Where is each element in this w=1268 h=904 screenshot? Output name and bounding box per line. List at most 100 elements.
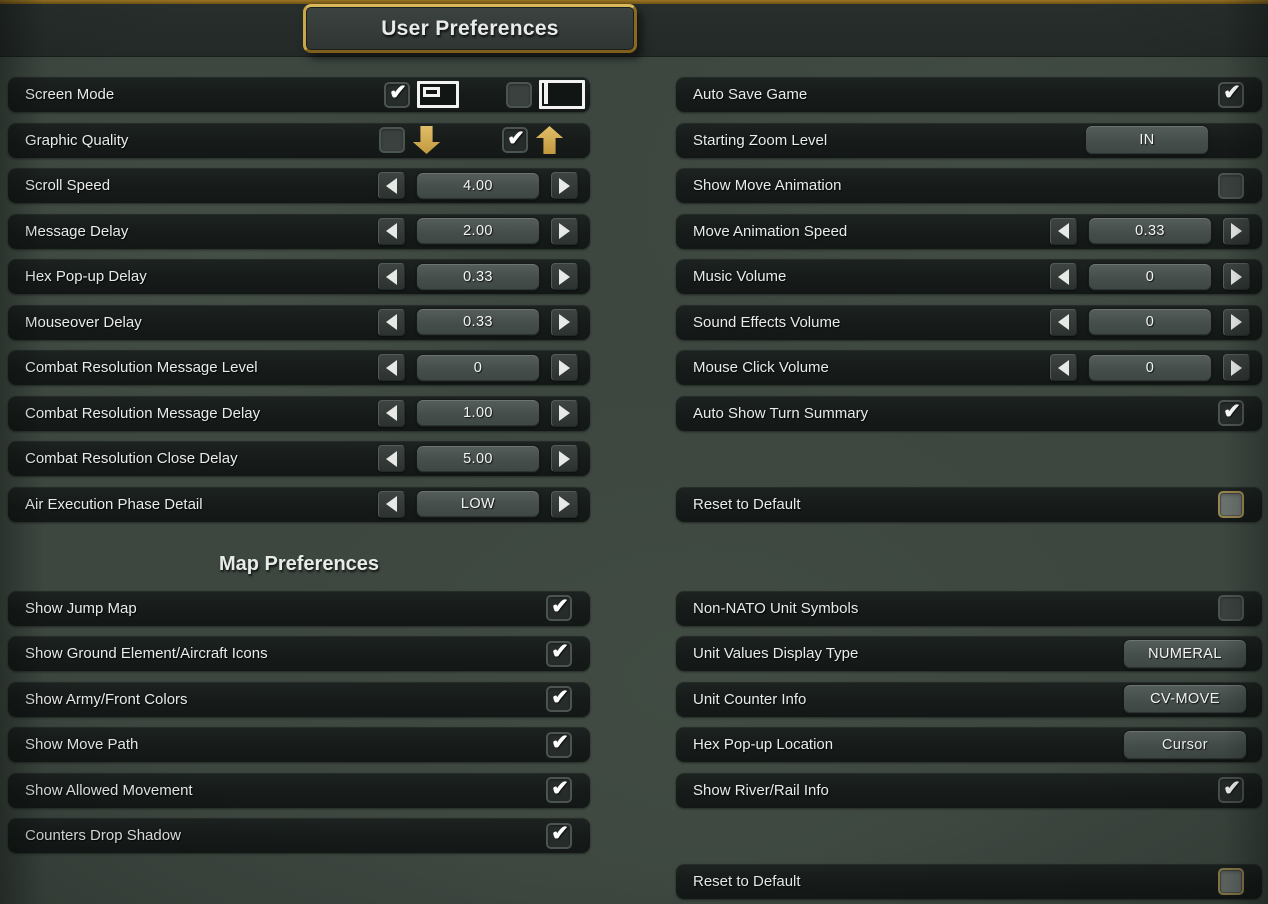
row-show-move-animation: Show Move Animation — [676, 168, 1262, 203]
spinner-decrement-button[interactable] — [378, 399, 405, 427]
row-controls: 0 — [378, 353, 590, 382]
left-column: Screen Mode ✔ Graphic Quality ✔ Scroll Speed… — [8, 77, 590, 853]
checkbox[interactable]: ✔ — [1218, 777, 1244, 803]
row-combat-resolution-close-delay: Combat Resolution Close Delay 5.00 — [8, 441, 590, 476]
row-label: Hex Pop-up Location — [693, 736, 834, 753]
top-accent-line — [0, 0, 1268, 4]
spinner-value: 1.00 — [416, 399, 540, 427]
reset-checkbox[interactable] — [1218, 490, 1244, 518]
checkbox[interactable]: ✔ — [502, 127, 528, 153]
unit-values-display-type-button[interactable]: NUMERAL — [1123, 638, 1247, 669]
reset-checkbox[interactable] — [1218, 867, 1244, 895]
spinner-decrement-button[interactable] — [378, 217, 405, 245]
right-column: Auto Save Game ✔ Starting Zoom Level IN Show… — [676, 77, 1262, 899]
spinner-increment-button[interactable] — [551, 399, 578, 427]
spinner-value: 0 — [1088, 308, 1212, 336]
check-icon: ✔ — [551, 685, 569, 709]
checkbox[interactable]: ✔ — [546, 822, 572, 849]
arrow-down-icon — [412, 126, 441, 154]
spinner-value: 0.33 — [416, 262, 540, 291]
spinner-increment-button[interactable] — [551, 172, 578, 199]
spinner-decrement-button[interactable] — [378, 354, 405, 381]
spinner-increment-button[interactable] — [1223, 217, 1250, 245]
row-label: Show Army/Front Colors — [25, 690, 188, 708]
row-controls: ✔ — [546, 595, 590, 621]
page-title: User Preferences — [303, 4, 637, 53]
row-graphic-quality: Graphic Quality ✔ — [8, 122, 590, 158]
arrow-left-icon — [386, 314, 397, 330]
row-controls — [1218, 172, 1262, 199]
row-message-delay: Message Delay 2.00 — [8, 213, 590, 249]
spinner-increment-button[interactable] — [551, 445, 578, 472]
row-label: Move Animation Speed — [693, 222, 848, 240]
arrow-left-icon — [386, 405, 397, 421]
spinner-decrement-button[interactable] — [378, 445, 405, 472]
row-controls — [1218, 490, 1262, 518]
spinner-decrement-button[interactable] — [1050, 263, 1077, 290]
spinner-increment-button[interactable] — [551, 308, 578, 336]
row-screen-mode: Screen Mode ✔ — [8, 77, 590, 112]
checkbox[interactable] — [1218, 172, 1244, 199]
spinner-increment-button[interactable] — [551, 263, 578, 290]
checkbox[interactable]: ✔ — [546, 777, 572, 803]
spinner-decrement-button[interactable] — [1050, 354, 1077, 381]
page-title-label: User Preferences — [381, 16, 559, 40]
hex-pop-up-location-button[interactable]: Cursor — [1123, 729, 1247, 760]
row-label: Non-NATO Unit Symbols — [693, 599, 859, 617]
row-unit-values-display-type: Unit Values Display Type NUMERAL — [676, 636, 1262, 671]
spinner-decrement-button[interactable] — [1050, 217, 1077, 245]
checkbox[interactable]: ✔ — [546, 595, 572, 621]
spacer — [676, 818, 1262, 853]
row-unit-counter-info: Unit Counter Info CV-MOVE — [676, 681, 1262, 717]
spinner-decrement-button[interactable] — [378, 490, 405, 518]
spacer — [676, 532, 1262, 580]
arrow-left-icon — [386, 177, 397, 194]
checkbox[interactable]: ✔ — [384, 81, 410, 108]
row-air-execution-phase-detail: Air Execution Phase Detail LOW — [8, 486, 590, 522]
checkbox[interactable]: ✔ — [546, 640, 572, 667]
row-label: Counters Drop Shadow — [25, 827, 181, 844]
spinner-decrement-button[interactable] — [1050, 308, 1077, 336]
spinner-increment-button[interactable] — [551, 490, 578, 518]
spinner-increment-button[interactable] — [551, 354, 578, 381]
starting-zoom-level-button[interactable]: IN — [1085, 125, 1209, 155]
checkbox[interactable]: ✔ — [546, 686, 572, 712]
spinner-decrement-button[interactable] — [378, 308, 405, 336]
row-label: Screen Mode — [25, 86, 115, 103]
row-counters-drop-shadow: Counters Drop Shadow ✔ — [8, 818, 590, 853]
row-hex-pop-up-delay: Hex Pop-up Delay 0.33 — [8, 259, 590, 294]
row-label: Reset to Default — [693, 872, 801, 890]
checkbox[interactable]: ✔ — [546, 731, 572, 758]
spinner-decrement-button[interactable] — [378, 263, 405, 290]
spinner-increment-button[interactable] — [1223, 354, 1250, 381]
spinner-increment-button[interactable] — [551, 217, 578, 245]
arrow-right-icon — [559, 450, 570, 467]
spinner-increment-button[interactable] — [1223, 263, 1250, 290]
spinner-value: 0 — [416, 353, 540, 382]
arrow-left-icon — [386, 268, 397, 285]
row-label: Auto Show Turn Summary — [693, 404, 869, 422]
row-controls: ✔ — [546, 640, 590, 667]
row-label: Unit Values Display Type — [693, 645, 859, 662]
row-auto-show-turn-summary: Auto Show Turn Summary ✔ — [676, 395, 1262, 431]
check-icon: ✔ — [551, 731, 569, 754]
checkbox[interactable] — [379, 127, 405, 153]
arrow-right-icon — [559, 496, 570, 512]
checkbox[interactable] — [506, 81, 532, 108]
arrow-left-icon — [386, 450, 397, 467]
checkbox[interactable] — [1218, 595, 1244, 621]
check-icon: ✔ — [1223, 399, 1241, 423]
spinner-increment-button[interactable] — [1223, 308, 1250, 336]
row-controls: ✔ — [384, 80, 590, 109]
row-show-jump-map: Show Jump Map ✔ — [8, 590, 590, 626]
unit-counter-info-button[interactable]: CV-MOVE — [1123, 684, 1247, 714]
spinner-decrement-button[interactable] — [378, 172, 405, 199]
section-header-label: Map Preferences — [218, 553, 380, 575]
checkbox[interactable]: ✔ — [1218, 81, 1244, 108]
row-controls: 0 — [1050, 262, 1262, 291]
arrow-left-icon — [1058, 268, 1069, 285]
checkbox[interactable]: ✔ — [1218, 400, 1244, 426]
row-controls: CV-MOVE — [1123, 684, 1262, 714]
row-music-volume: Music Volume 0 — [676, 259, 1262, 294]
